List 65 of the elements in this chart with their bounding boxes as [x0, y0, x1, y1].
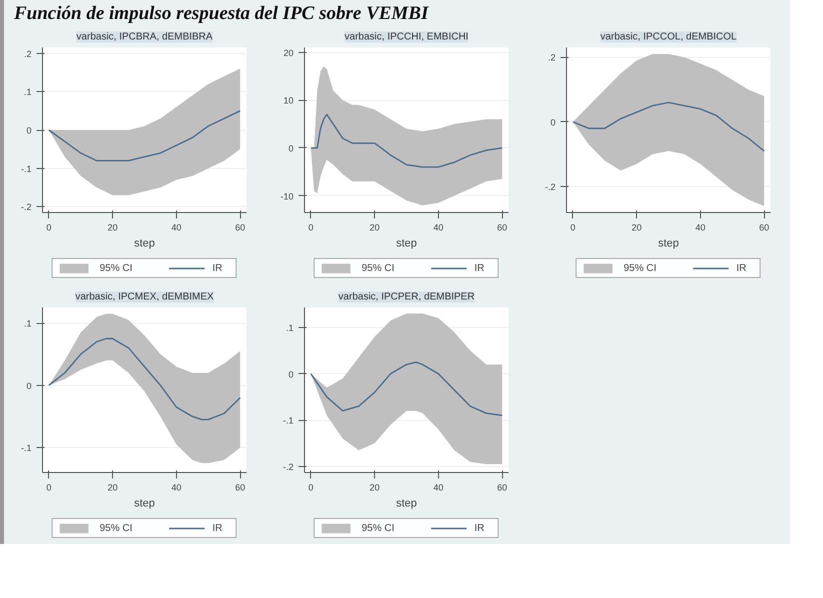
y-tick-label: -.1 — [20, 164, 32, 174]
y-tick-label: -.2 — [544, 182, 556, 192]
legend-label: IR — [736, 262, 748, 274]
x-tick-label: 20 — [370, 222, 380, 232]
line-series — [48, 110, 241, 162]
legend-label: IR — [212, 522, 224, 534]
x-tick-label: 20 — [108, 482, 118, 492]
chart-title: varbasic, IPCPER, dEMBIPER — [338, 292, 475, 302]
x-axis-title: step — [396, 498, 417, 510]
y-tick-label: -10 — [280, 191, 294, 202]
x-axis-title: step — [134, 498, 155, 510]
x-tick-label: 20 — [632, 222, 642, 232]
x-tick-label: 40 — [171, 482, 182, 492]
y-tick-label: 0 — [288, 369, 294, 380]
legend-label: 95% CI — [362, 262, 394, 274]
chart-title: varbasic, IPCBRA, dEMBIBRA — [76, 32, 213, 42]
legend-label: 95% CI — [624, 262, 656, 274]
x-tick-label: 20 — [370, 482, 380, 492]
x-tick-label: 60 — [235, 222, 246, 232]
y-tick-label: -.2 — [20, 202, 32, 212]
line-series — [572, 102, 765, 152]
x-tick-label: 0 — [308, 482, 314, 492]
legend-label: 95% CI — [100, 522, 132, 534]
legend-label: 95% CI — [362, 522, 394, 534]
legend-label: IR — [474, 262, 486, 274]
x-tick-label: 60 — [497, 222, 508, 232]
legend-label: 95% CI — [100, 262, 132, 274]
x-tick-label: 20 — [108, 222, 118, 232]
line-series — [310, 361, 503, 416]
x-axis-title: step — [658, 238, 679, 250]
y-tick-label: 20 — [283, 48, 294, 58]
x-tick-label: 60 — [497, 482, 508, 492]
y-tick-label: -.1 — [20, 443, 32, 454]
x-tick-label: 0 — [46, 222, 52, 232]
chart-title: varbasic, IPCCOL, dEMBICOL — [600, 32, 738, 42]
line-series — [310, 114, 503, 168]
y-tick-label: .2 — [24, 48, 32, 59]
legend-label: IR — [474, 522, 486, 534]
y-tick-label: 0 — [26, 380, 32, 391]
y-tick-label: 0 — [288, 143, 294, 154]
y-tick-label: .1 — [286, 322, 294, 333]
x-axis-title: step — [396, 238, 417, 250]
x-tick-label: 0 — [308, 222, 314, 232]
y-tick-label: .2 — [548, 52, 556, 63]
x-tick-label: 0 — [570, 222, 576, 232]
y-tick-label: 10 — [283, 96, 294, 106]
line-series — [48, 338, 241, 420]
y-tick-label: 0 — [550, 117, 556, 128]
y-tick-label: .1 — [24, 318, 32, 329]
x-tick-label: 60 — [235, 482, 246, 492]
y-tick-label: -.1 — [282, 416, 294, 426]
x-tick-label: 60 — [759, 222, 770, 232]
x-tick-label: 40 — [695, 222, 706, 232]
y-tick-label: .1 — [24, 87, 32, 98]
x-tick-label: 40 — [433, 482, 444, 492]
x-tick-label: 40 — [171, 222, 182, 232]
chart-title: varbasic, IPCCHI, EMBICHI — [344, 32, 468, 42]
y-tick-label: 0 — [26, 126, 32, 136]
chart-subtitle: Función de impulso respuesta del IPC sobre VEMBI — [14, 2, 428, 26]
x-tick-label: 0 — [46, 482, 52, 492]
y-tick-label: -.2 — [282, 462, 294, 472]
chart-title: varbasic, IPCMEX, dEMBIMEX — [75, 292, 214, 302]
x-tick-label: 40 — [433, 222, 444, 232]
legend-label: IR — [212, 262, 224, 274]
x-axis-title: step — [134, 238, 155, 250]
